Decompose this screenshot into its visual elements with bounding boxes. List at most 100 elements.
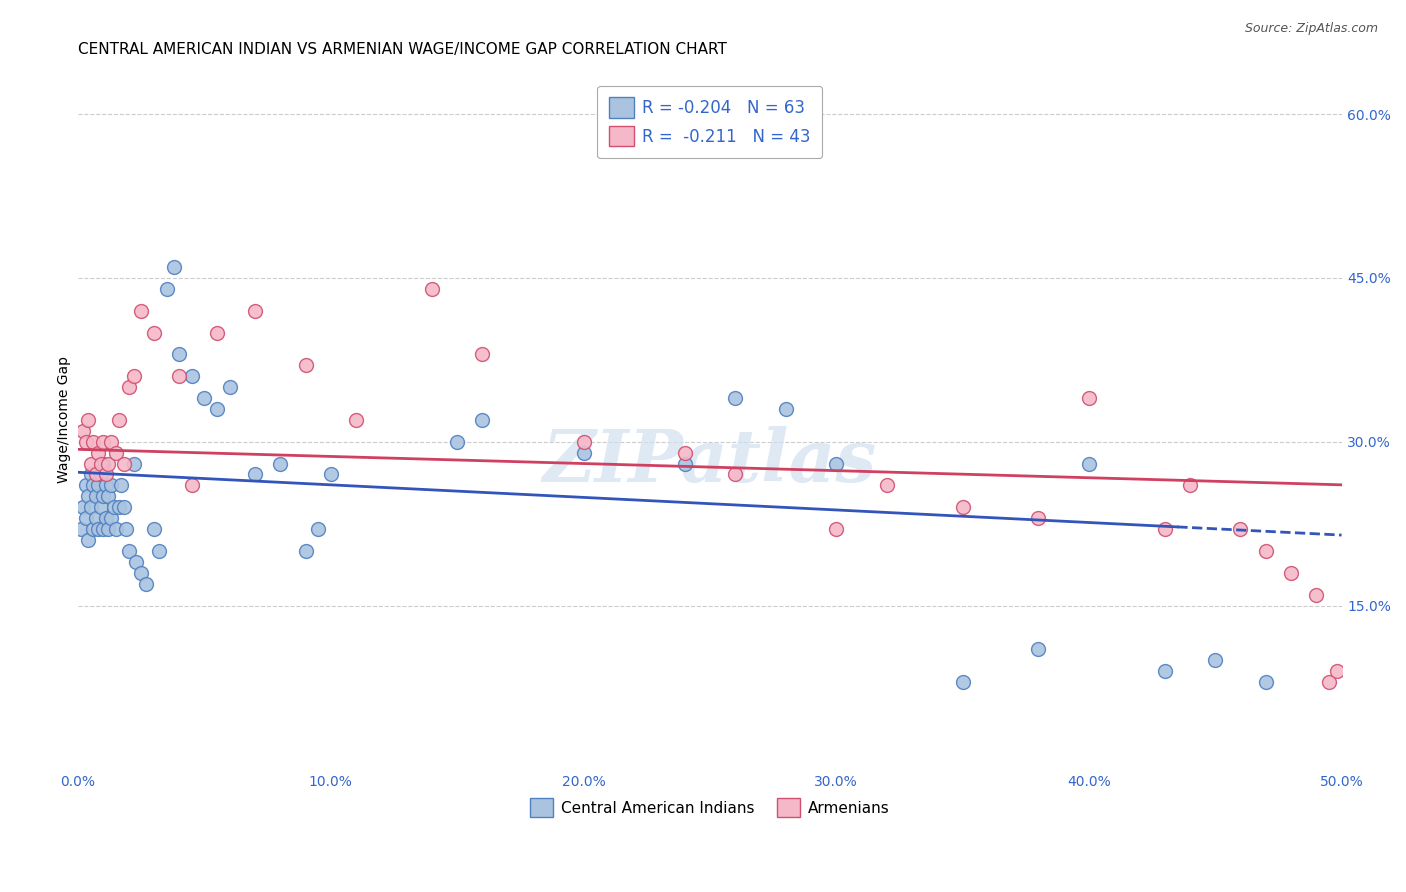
Point: [1028, 642, 1050, 657]
Point: [84, 467, 107, 482]
Point: [420, 282, 443, 296]
Point: [94, 478, 117, 492]
Point: [90, 467, 112, 482]
Point: [446, 434, 468, 449]
Point: [94, 467, 117, 482]
Point: [82, 522, 104, 536]
Point: [825, 457, 848, 471]
Point: [129, 303, 152, 318]
Point: [84, 489, 107, 503]
Point: [1028, 511, 1050, 525]
Point: [193, 391, 215, 405]
Point: [107, 500, 129, 515]
Point: [205, 326, 228, 340]
Point: [294, 544, 316, 558]
Point: [572, 445, 595, 459]
Text: CENTRAL AMERICAN INDIAN VS ARMENIAN WAGE/INCOME GAP CORRELATION CHART: CENTRAL AMERICAN INDIAN VS ARMENIAN WAGE…: [79, 42, 727, 57]
Point: [572, 434, 595, 449]
Point: [69, 522, 91, 536]
Point: [148, 544, 170, 558]
Point: [1326, 664, 1348, 678]
Point: [1153, 664, 1175, 678]
Point: [77, 533, 100, 547]
Point: [1153, 522, 1175, 536]
Point: [87, 522, 110, 536]
Point: [825, 522, 848, 536]
Point: [1254, 675, 1277, 690]
Point: [112, 457, 135, 471]
Point: [269, 457, 291, 471]
Point: [1279, 566, 1302, 580]
Point: [1178, 478, 1201, 492]
Point: [115, 522, 138, 536]
Point: [125, 555, 148, 569]
Point: [167, 347, 190, 361]
Point: [122, 369, 145, 384]
Point: [135, 576, 157, 591]
Point: [80, 500, 103, 515]
Point: [72, 424, 94, 438]
Point: [344, 413, 367, 427]
Point: [471, 413, 494, 427]
Point: [243, 467, 266, 482]
Point: [82, 478, 104, 492]
Point: [1229, 522, 1251, 536]
Point: [142, 326, 165, 340]
Point: [100, 511, 122, 525]
Point: [724, 391, 747, 405]
Point: [77, 489, 100, 503]
Point: [80, 457, 103, 471]
Point: [82, 434, 104, 449]
Point: [94, 511, 117, 525]
Point: [97, 522, 120, 536]
Point: [97, 489, 120, 503]
Point: [724, 467, 747, 482]
Point: [118, 544, 141, 558]
Point: [1254, 544, 1277, 558]
Point: [218, 380, 240, 394]
Point: [72, 500, 94, 515]
Point: [122, 457, 145, 471]
Point: [155, 282, 177, 296]
Point: [107, 413, 129, 427]
Text: ZIPatlas: ZIPatlas: [543, 426, 877, 498]
Point: [163, 260, 186, 274]
Point: [118, 380, 141, 394]
Point: [90, 500, 112, 515]
Point: [129, 566, 152, 580]
Point: [1077, 457, 1099, 471]
Point: [110, 478, 132, 492]
Point: [105, 522, 128, 536]
Point: [75, 511, 97, 525]
Point: [100, 478, 122, 492]
Point: [1317, 675, 1340, 690]
Point: [84, 511, 107, 525]
Point: [93, 457, 115, 471]
Point: [90, 457, 112, 471]
Point: [93, 434, 115, 449]
Point: [876, 478, 898, 492]
Point: [180, 369, 202, 384]
Point: [952, 675, 974, 690]
Point: [471, 347, 494, 361]
Point: [103, 500, 125, 515]
Point: [1204, 653, 1226, 667]
Point: [112, 500, 135, 515]
Point: [1305, 588, 1327, 602]
Point: [205, 401, 228, 416]
Point: [167, 369, 190, 384]
Point: [243, 303, 266, 318]
Point: [87, 445, 110, 459]
Legend: Central American Indians, Armenians: Central American Indians, Armenians: [523, 790, 897, 824]
Point: [319, 467, 342, 482]
Point: [93, 522, 115, 536]
Point: [100, 434, 122, 449]
Point: [80, 467, 103, 482]
Point: [97, 457, 120, 471]
Point: [294, 358, 316, 372]
Point: [105, 445, 128, 459]
Y-axis label: Wage/Income Gap: Wage/Income Gap: [58, 357, 72, 483]
Point: [75, 478, 97, 492]
Point: [180, 478, 202, 492]
Point: [1077, 391, 1099, 405]
